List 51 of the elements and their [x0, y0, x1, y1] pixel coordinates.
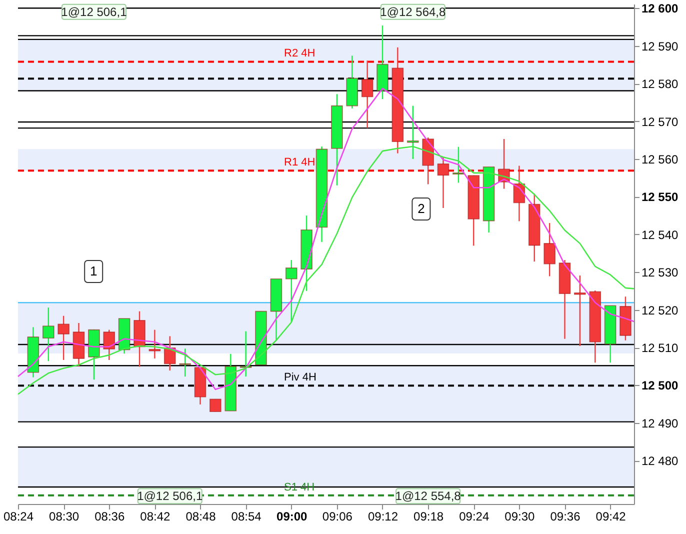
candlestick — [58, 315, 70, 361]
x-tick-label: 09:36 — [550, 510, 581, 524]
x-tick-label: 08:48 — [186, 510, 216, 524]
candlestick — [179, 348, 191, 378]
candlestick — [452, 146, 464, 184]
candlestick — [42, 306, 54, 362]
x-tick-label: 09:42 — [596, 510, 626, 524]
candlestick — [574, 274, 586, 347]
x-tick-label: 09:30 — [504, 510, 536, 524]
annotation: 1@12 554,8 — [395, 489, 462, 504]
annotation: 1@12 506,1 — [61, 4, 128, 19]
candlestick — [285, 259, 298, 323]
x-tick-label: 08:42 — [140, 510, 171, 524]
candlestick — [437, 156, 450, 209]
x-tick-label: 08:30 — [49, 510, 80, 524]
candlestick — [148, 329, 161, 360]
y-tick-label: 12 490 — [642, 416, 679, 430]
line-series — [17, 146, 635, 395]
ref-line-label: R2 4H — [284, 48, 316, 60]
candlestick — [544, 222, 556, 277]
x-tick-label: 08:36 — [94, 510, 125, 524]
y-tick-label: 12 510 — [642, 341, 679, 356]
y-tick-label: 12 480 — [642, 454, 679, 468]
x-tick-label: 09:12 — [368, 510, 398, 524]
y-tick-label: 12 560 — [642, 152, 679, 166]
x-tick-label: 09:06 — [322, 510, 353, 524]
ref-line-label: Piv 4H — [284, 372, 316, 384]
y-tick-label: 12 580 — [642, 77, 679, 92]
y-tick-label: 12 550 — [642, 190, 679, 204]
x-tick-label: 08:24 — [3, 510, 34, 524]
x-tick-label: 09:00 — [276, 510, 308, 524]
candlestick — [210, 398, 222, 412]
annotation: 1@12 506,1 — [137, 489, 203, 504]
x-tick-label: 09:18 — [414, 510, 444, 524]
candlestick — [406, 105, 419, 160]
candlestick — [103, 329, 116, 361]
ref-line-label: R1 4H — [284, 156, 316, 169]
x-tick-label: 09:24 — [459, 510, 490, 524]
y-tick-label: 12 540 — [642, 228, 679, 242]
y-tick-label: 12 570 — [642, 114, 679, 129]
line-series — [17, 88, 635, 390]
y-tick-label: 12 600 — [642, 2, 679, 16]
y-tick-label: 12 520 — [642, 303, 679, 318]
annotation: 1 — [90, 264, 98, 278]
y-tick-label: 12 500 — [642, 378, 679, 393]
candlestick — [361, 60, 374, 129]
annotation: 1@12 564,8 — [380, 4, 446, 19]
x-tick-label: 08:54 — [231, 510, 262, 524]
annotation: 2 — [418, 201, 425, 216]
y-tick-label: 12 530 — [642, 266, 679, 280]
y-tick-label: 12 590 — [642, 39, 679, 54]
